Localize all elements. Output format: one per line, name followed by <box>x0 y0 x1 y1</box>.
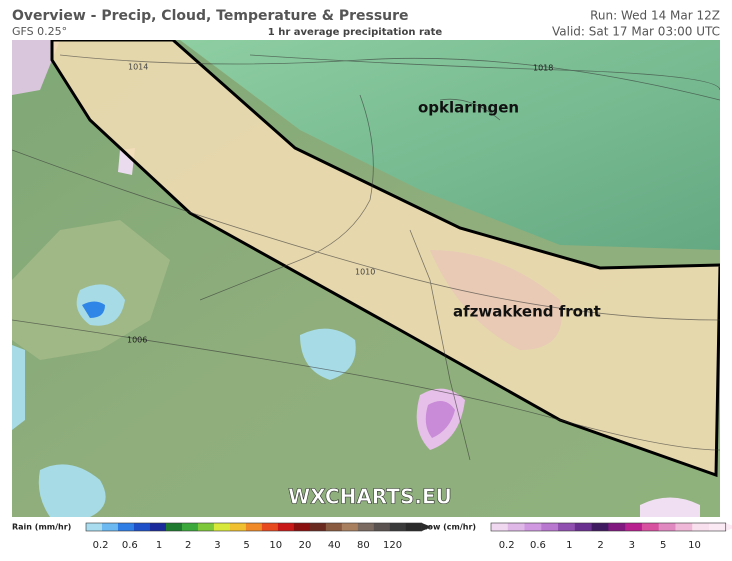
snow-swatch <box>608 523 626 531</box>
rain-swatch <box>229 523 247 531</box>
subtitle: 1 hr average precipitation rate <box>268 27 443 38</box>
isobar-label: 1006 <box>127 336 147 345</box>
rain-swatch <box>245 523 263 531</box>
rain-legend-label: Rain (mm/hr) <box>12 523 71 532</box>
rain-swatch <box>181 523 199 531</box>
snow-swatch <box>675 523 693 531</box>
watermark: WXCHARTS.EU <box>288 485 452 509</box>
snow-arrow <box>725 523 732 531</box>
rain-swatch <box>341 523 359 531</box>
rain-swatch <box>405 523 423 531</box>
model: GFS 0.25° <box>12 25 67 38</box>
legends: 0.2 0.6 1 2 3 5 10 20 40 80 120 0.2 0.6 1 2 3 5 10 <box>85 522 732 551</box>
rain-swatch <box>149 523 167 531</box>
rain-swatch <box>309 523 327 531</box>
rain-tick-label: 5 <box>243 540 249 551</box>
title: Overview - Precip, Cloud, Temperature & … <box>12 8 409 24</box>
snow-swatch <box>625 523 643 531</box>
snow-swatch <box>708 523 727 531</box>
rain-tick-label: 80 <box>357 540 370 551</box>
rain-swatch <box>133 523 151 531</box>
run: Run: Wed 14 Mar 12Z <box>590 9 720 23</box>
rain-tick-label: 3 <box>214 540 220 551</box>
snow-swatch <box>491 523 509 531</box>
snow-swatch <box>658 523 676 531</box>
snow-swatch <box>558 523 576 531</box>
rain-swatch <box>86 523 103 531</box>
rain-tick-label: 0.6 <box>122 540 138 551</box>
rain-frame <box>85 522 423 532</box>
isobar-label: 1010 <box>355 268 375 277</box>
rain-tick-label: 40 <box>328 540 341 551</box>
isobar-label: 1014 <box>128 63 148 72</box>
rain-tick-label: 1 <box>156 540 162 551</box>
annotation: opklaringen <box>418 99 519 117</box>
rain-swatch <box>389 523 407 531</box>
snow-tick-label: 5 <box>660 540 666 551</box>
rain-swatch <box>293 523 311 531</box>
map-area <box>12 40 720 517</box>
snow-swatch <box>524 523 542 531</box>
snow-frame <box>490 522 727 532</box>
snow-tick-label: 1 <box>566 540 572 551</box>
rain-tick-label: 0.2 <box>93 540 109 551</box>
snow-legend-label: Snow (cm/hr) <box>416 523 476 532</box>
rain-swatch <box>213 523 231 531</box>
snow-tick-label: 2 <box>597 540 603 551</box>
rain-swatch <box>325 523 343 531</box>
snow-tick-label: 0.2 <box>499 540 515 551</box>
rain-tick-label: 10 <box>269 540 282 551</box>
rain-tick-label: 120 <box>383 540 402 551</box>
rain-swatch <box>277 523 295 531</box>
annotation: afzwakkend front <box>453 303 601 321</box>
rain-arrow <box>421 523 432 531</box>
snow-tick-label: 10 <box>688 540 701 551</box>
rain-tick-label: 2 <box>185 540 191 551</box>
valid: Valid: Sat 17 Mar 03:00 UTC <box>552 25 720 39</box>
rain-swatch <box>165 523 183 531</box>
rain-swatch <box>261 523 279 531</box>
rain-tick-label: 20 <box>299 540 312 551</box>
snow-swatch <box>692 523 710 531</box>
snow-swatch <box>641 523 660 531</box>
snow-swatch <box>591 523 609 531</box>
rain-swatch <box>197 523 215 531</box>
snow-swatch <box>574 523 593 531</box>
snow-tick-label: 0.6 <box>530 540 546 551</box>
snow-swatch <box>541 523 559 531</box>
snow-swatch <box>507 523 526 531</box>
snow-tick-label: 3 <box>629 540 635 551</box>
rain-swatch <box>117 523 135 531</box>
isobar-label: 1018 <box>533 64 553 73</box>
rain-swatch <box>373 523 391 531</box>
rain-swatch <box>357 523 375 531</box>
rain-swatch <box>101 523 119 531</box>
